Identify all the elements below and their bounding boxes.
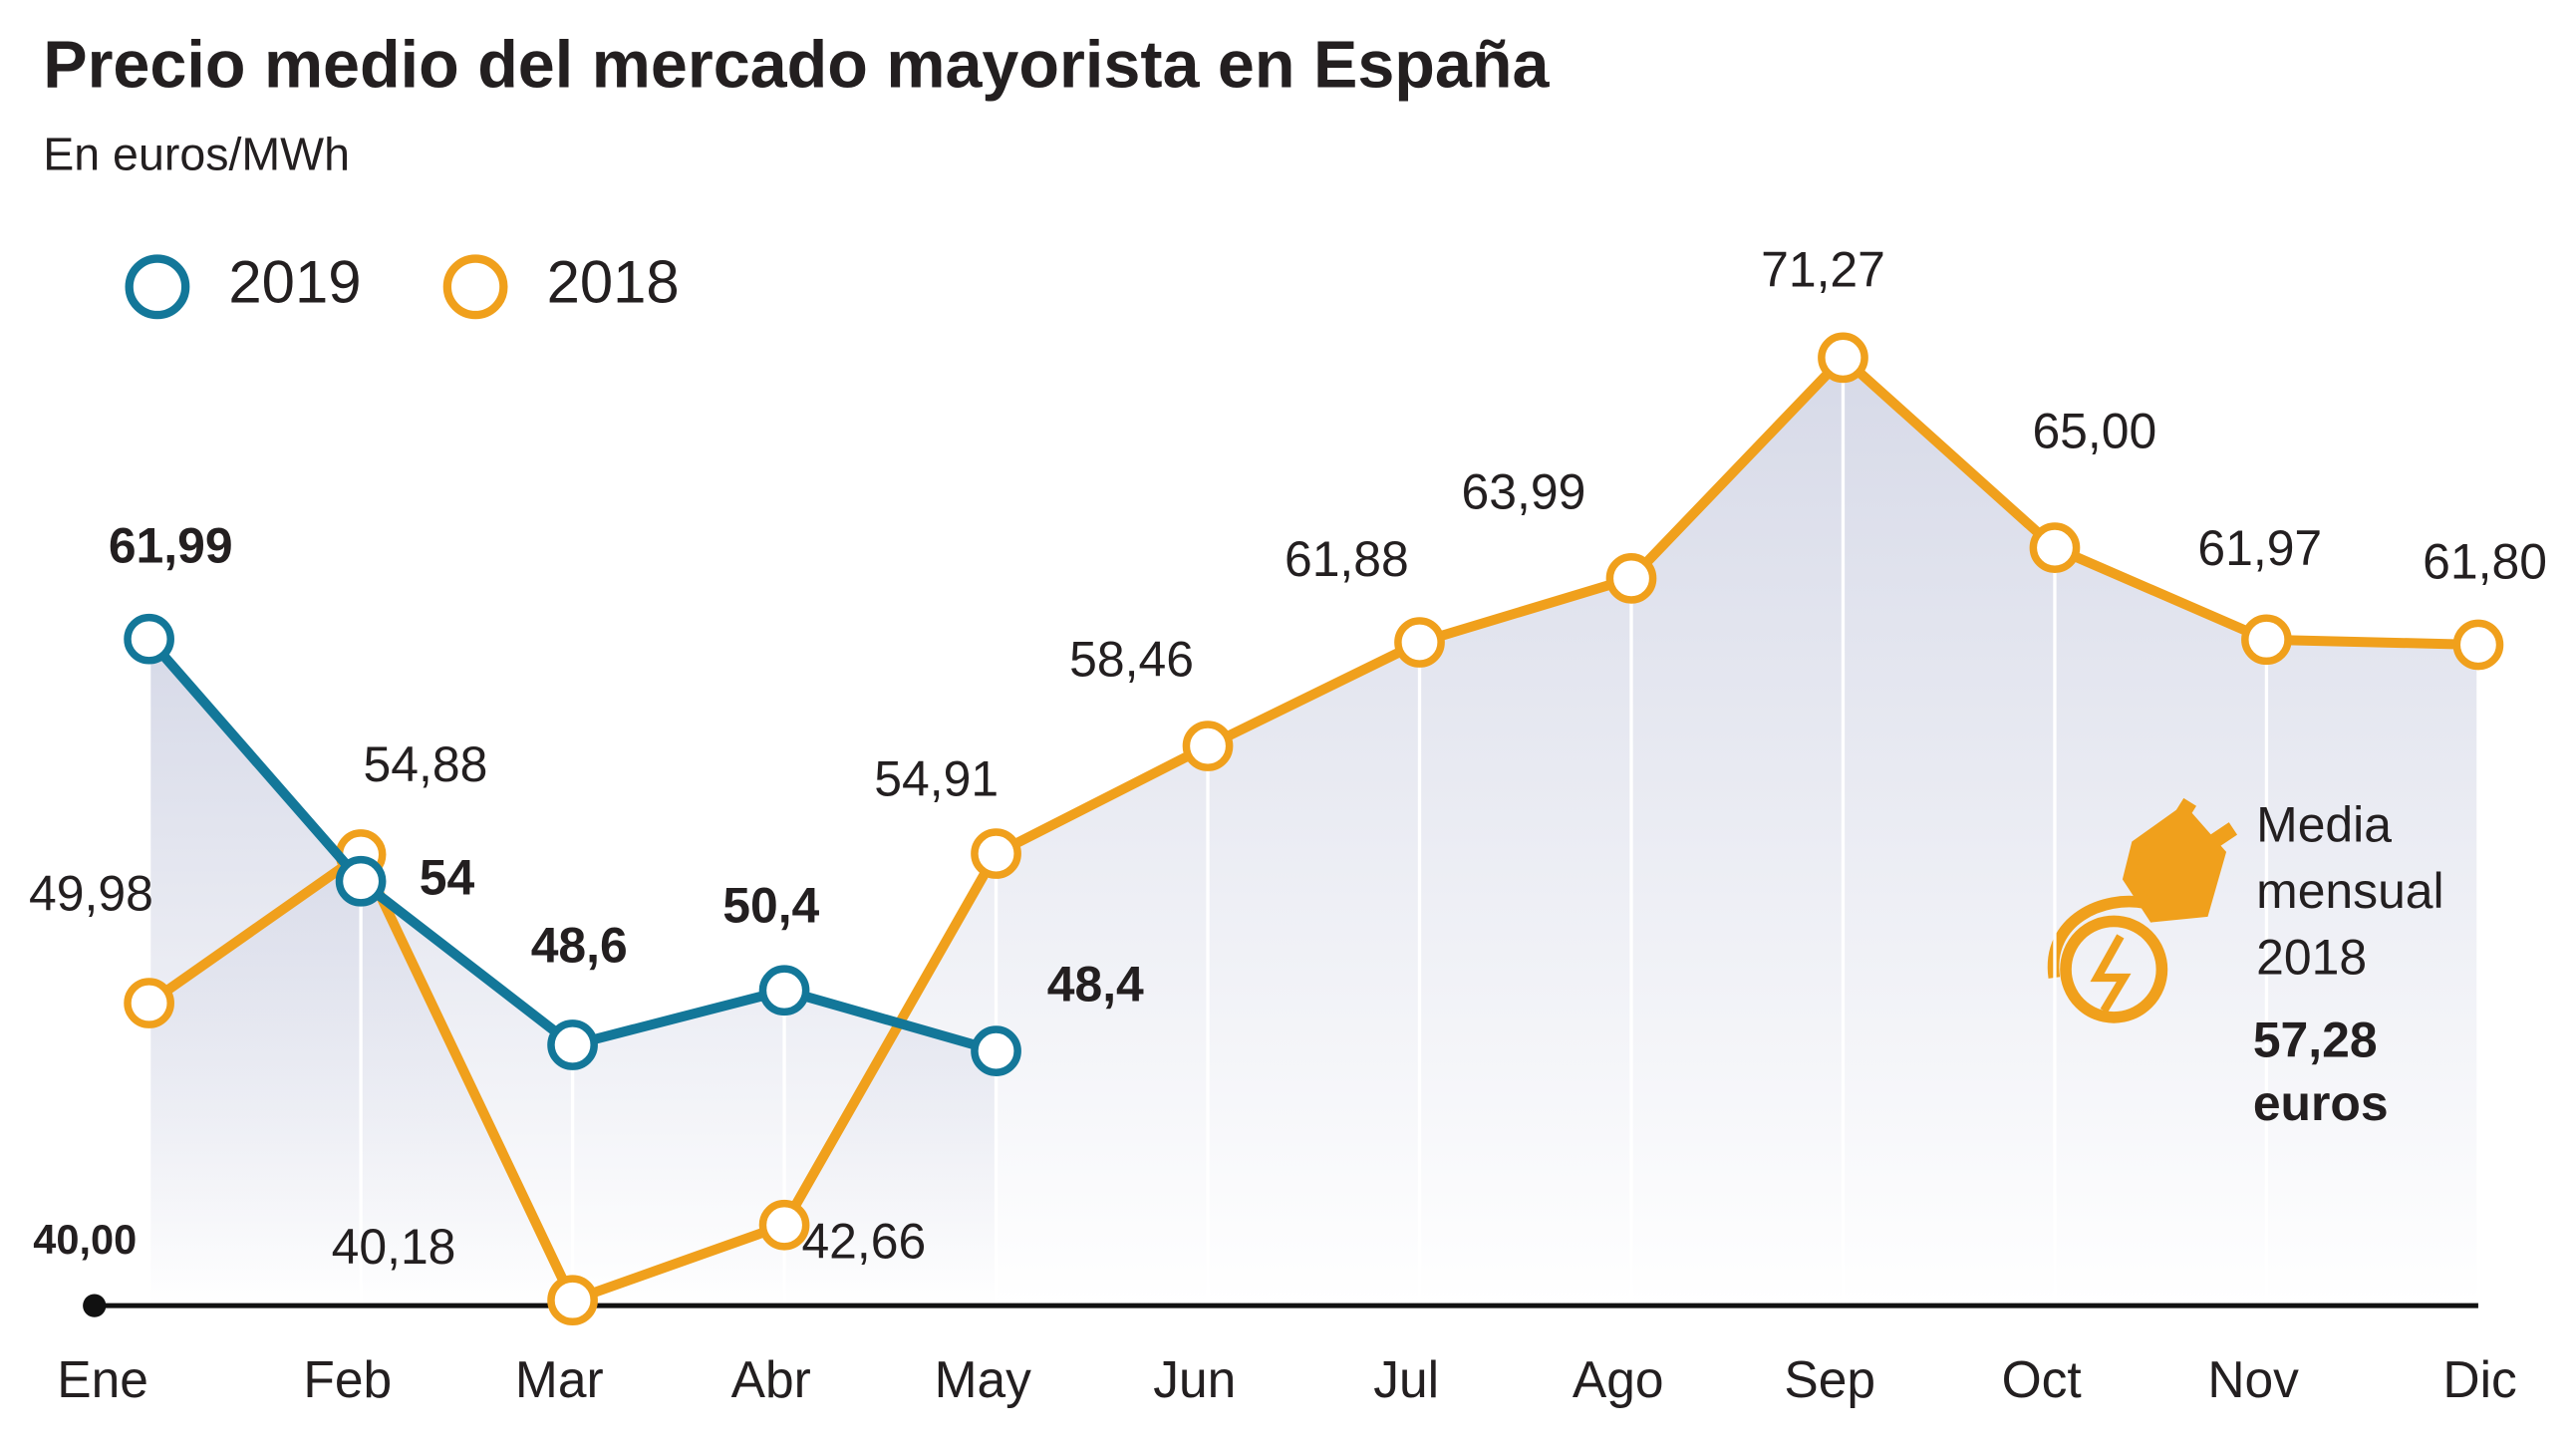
x-tick-label: Ago [1573, 1350, 1664, 1408]
value-label: 40,18 [332, 1219, 456, 1275]
point [971, 1025, 1021, 1076]
point [124, 978, 174, 1028]
annotation-text: 2018 [2256, 930, 2367, 986]
value-label: 61,88 [1285, 531, 1409, 587]
value-label: 63,99 [1462, 463, 1586, 519]
annotation-text: mensual [2256, 863, 2443, 919]
value-label: 50,4 [722, 877, 819, 933]
point [1605, 552, 1657, 604]
x-tick-label: Abr [731, 1350, 811, 1408]
value-label: 54 [420, 849, 475, 905]
annotation-value: 57,28 [2253, 1013, 2378, 1068]
chart-title: Precio medio del mercado mayorista en Es… [43, 29, 1550, 103]
value-label: 61,80 [2423, 533, 2547, 589]
point [758, 965, 810, 1016]
x-tick-label: Sep [1784, 1350, 1875, 1408]
x-tick-label: Feb [303, 1350, 392, 1408]
legend-swatch [442, 254, 508, 320]
point [335, 855, 387, 907]
y-tick-mark [83, 1294, 107, 1317]
line [145, 352, 2479, 1305]
x-tick-label: Jun [1153, 1350, 1236, 1408]
legend-label: 2019 [228, 249, 361, 316]
point [1182, 721, 1234, 771]
value-label: 65,00 [2032, 404, 2156, 459]
x-tick-label: Oct [2002, 1350, 2082, 1408]
value-label: 48,6 [531, 917, 628, 973]
annotation-value: euros [2253, 1075, 2389, 1131]
value-label: 49,98 [29, 865, 153, 921]
value-label: 61,99 [109, 518, 233, 574]
value-label: 71,27 [1761, 241, 1885, 297]
x-tick-label: May [935, 1350, 1032, 1408]
x-tick-label: Ene [57, 1350, 148, 1408]
point [547, 1019, 598, 1070]
point [1394, 617, 1445, 668]
legend-swatch [125, 254, 190, 320]
value-label: 58,46 [1069, 632, 1194, 688]
annotation-text: Media [2256, 797, 2392, 853]
value-label: 48,4 [1047, 957, 1144, 1013]
y-tick-label: 40,00 [33, 1216, 137, 1263]
value-label: 42,66 [801, 1213, 926, 1269]
x-tick-label: Jul [1373, 1350, 1439, 1408]
value-label: 54,91 [874, 750, 999, 806]
area [148, 357, 2478, 1306]
annotation: Media mensual 2018 57,28 euros [2253, 797, 2444, 1131]
x-tick-label: Nov [2207, 1350, 2299, 1408]
point [1818, 332, 1868, 384]
chart-subtitle: En euros/MWh [43, 128, 350, 179]
point [2452, 619, 2504, 671]
x-tick-label: Dic [2442, 1350, 2516, 1408]
value-label: 61,97 [2197, 520, 2322, 576]
x-tick-label: Mar [515, 1350, 604, 1408]
point [758, 1199, 810, 1251]
point [2241, 614, 2292, 666]
point [124, 613, 174, 665]
point [547, 1275, 598, 1326]
point [2029, 522, 2081, 573]
point [971, 828, 1021, 879]
legend-label: 2018 [547, 249, 680, 316]
value-label: 54,88 [364, 736, 488, 792]
